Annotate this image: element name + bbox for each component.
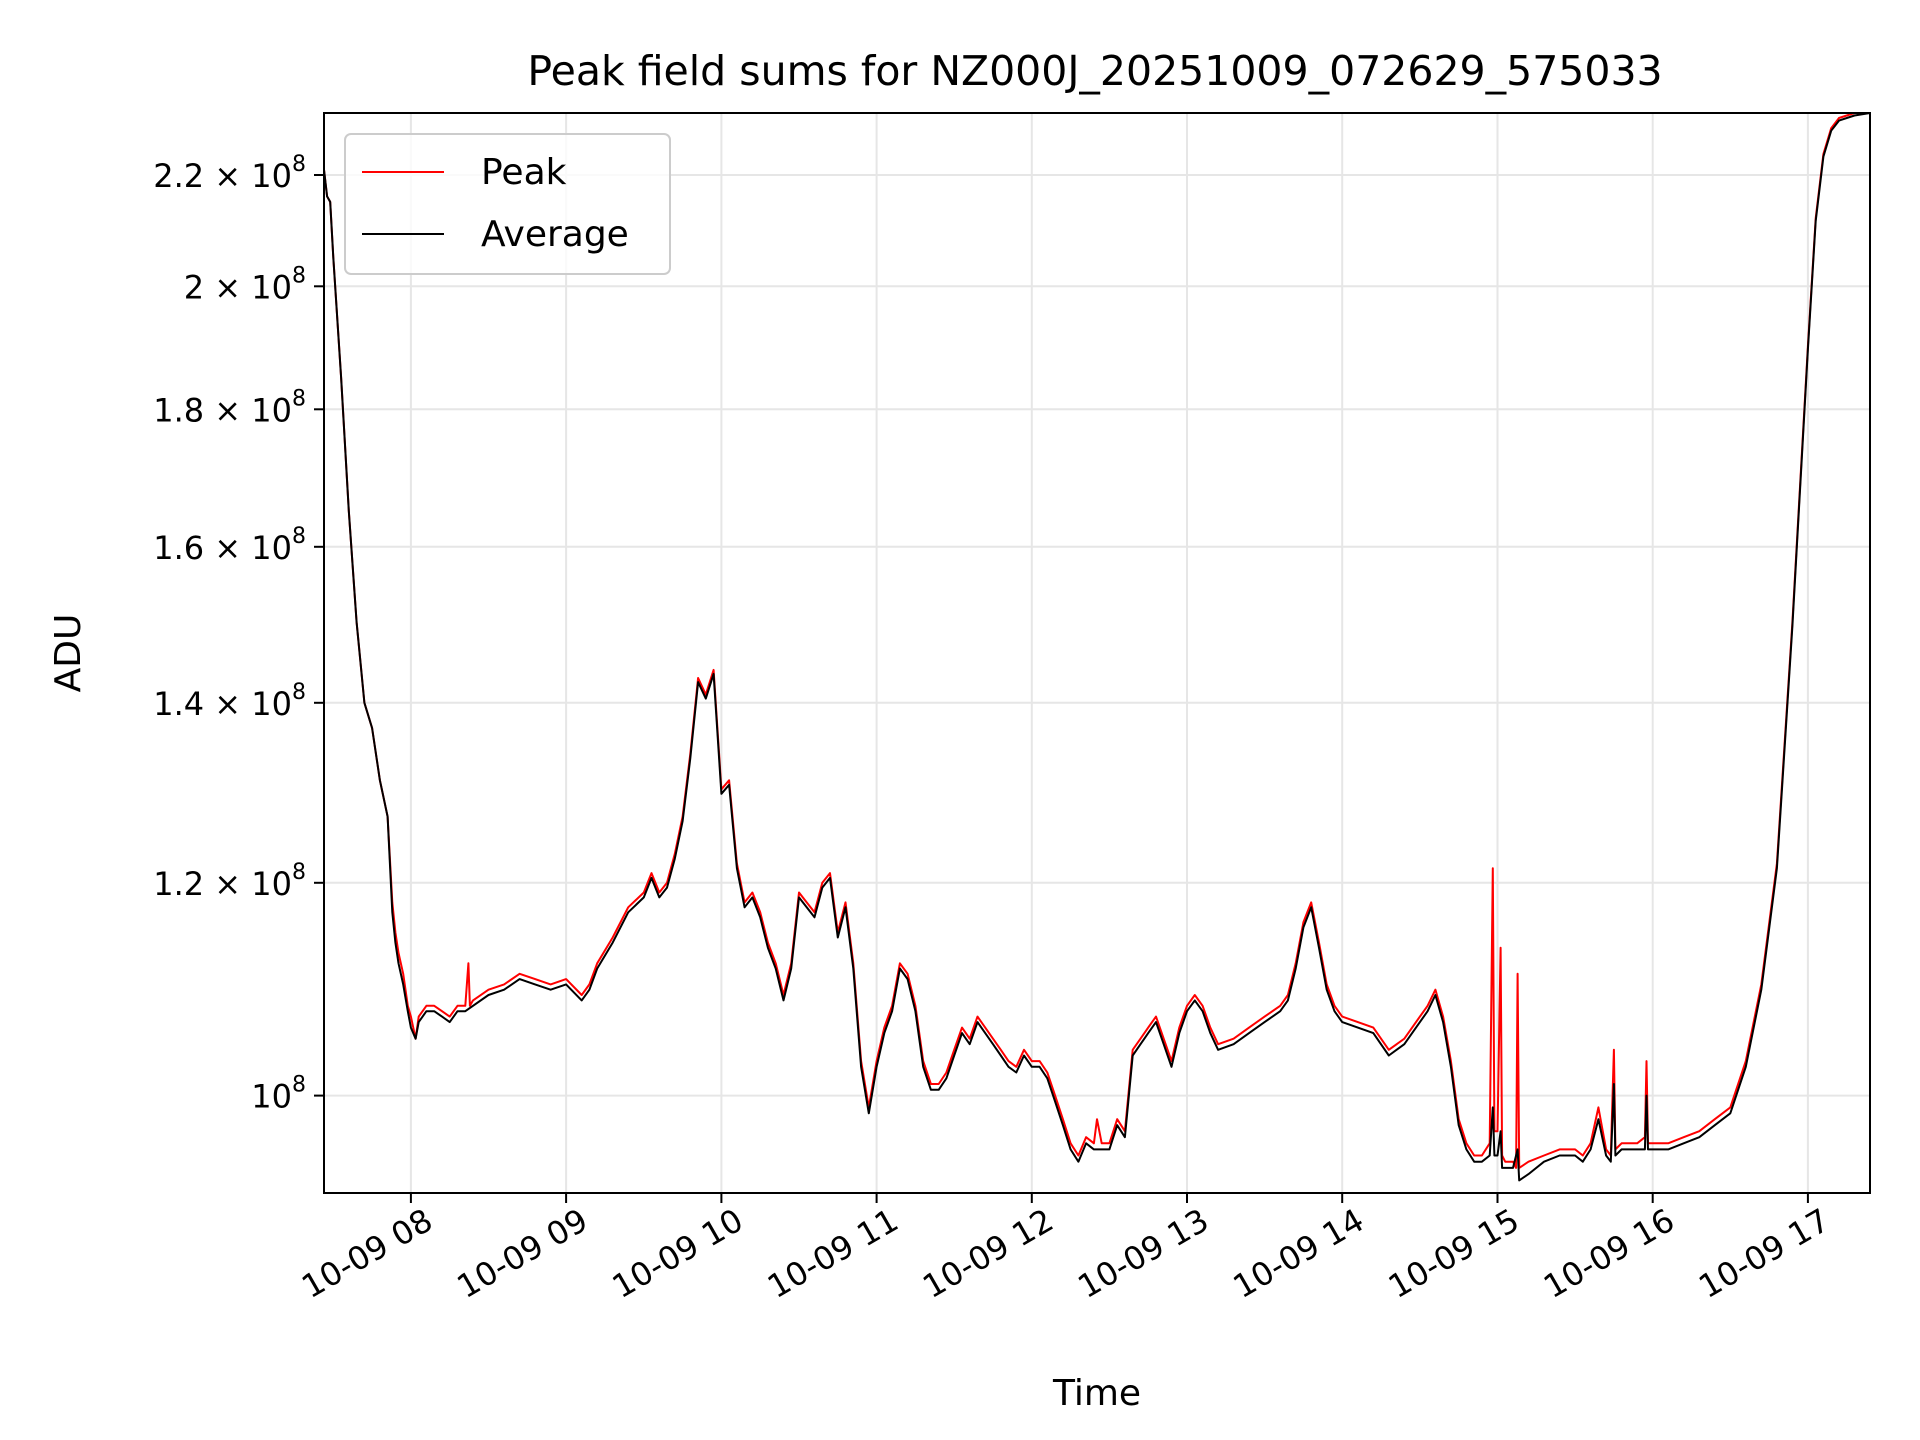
legend-box: [344, 133, 671, 275]
y-tick-label: 2.2 × 108: [153, 152, 306, 195]
series-line-average: [323, 112, 1871, 1182]
y-tick-label: 108: [251, 1073, 306, 1116]
legend-label-peak: Peak: [481, 152, 567, 193]
y-tick-label: 2 × 108: [184, 263, 306, 306]
y-axis-label: ADU: [48, 614, 89, 693]
y-tick-label: 1.8 × 108: [153, 386, 306, 429]
x-axis-label: Time: [1052, 1373, 1141, 1414]
chart-title: Peak field sums for NZ000J_20251009_0726…: [527, 47, 1662, 95]
y-tick-label: 1.6 × 108: [153, 524, 306, 567]
series-group: [323, 112, 1871, 1182]
series-line-peak: [323, 112, 1870, 1169]
y-axis: 108 1.2 × 108 1.4 × 108 1.6 × 108 1.8 × 108 2…: [153, 152, 324, 1116]
legend: Peak Average: [344, 133, 671, 275]
y-tick-label: 1.2 × 108: [153, 860, 306, 903]
plot-frame: [323, 112, 1871, 1194]
y-tick-label: 1.4 × 108: [153, 680, 306, 723]
legend-label-average: Average: [481, 214, 629, 255]
